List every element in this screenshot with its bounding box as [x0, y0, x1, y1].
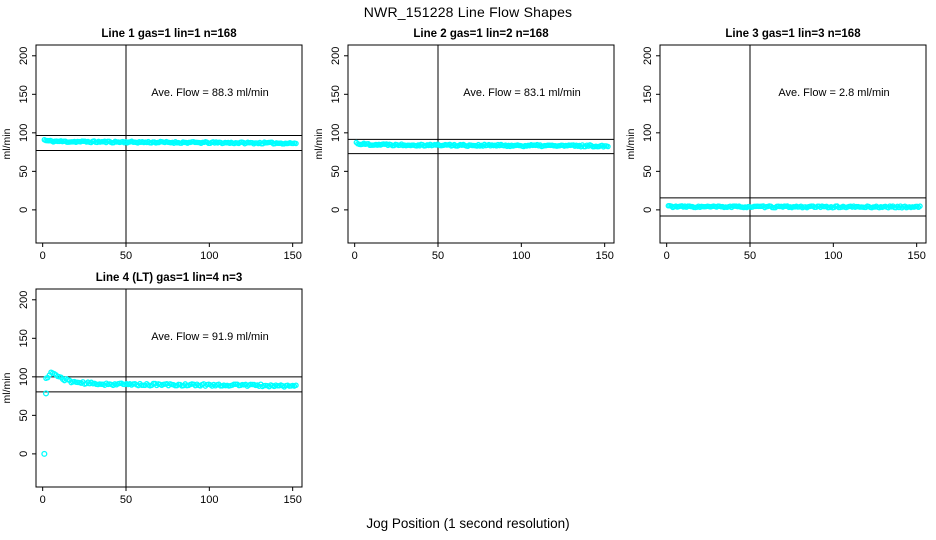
- chart-cell-line-1: Line 1 gas=1 lin=1 n=168 0 50 100 150 0 50 100 1…: [0, 24, 312, 268]
- chart-cell-line-3: Line 3 gas=1 lin=3 n=168 0 50 100 150 0 50 100 1…: [624, 24, 936, 268]
- scatter-points: [353, 139, 611, 150]
- scatter-points: [41, 369, 299, 457]
- y-axis-unit-label: ml/min: [625, 128, 637, 159]
- average-flow-annotation: Ave. Flow = 2.8 ml/min: [778, 87, 889, 99]
- x-tick-label: 50: [120, 494, 132, 506]
- y-tick-label: 50: [18, 165, 30, 177]
- x-tick-label: 100: [512, 250, 530, 262]
- outlier-point: [42, 390, 50, 397]
- average-flow-annotation: Ave. Flow = 91.9 ml/min: [151, 331, 268, 343]
- y-axis-unit-label: ml/min: [313, 128, 325, 159]
- plot-box: [35, 44, 303, 244]
- y-tick-label: 200: [642, 47, 654, 65]
- y-tick-label: 50: [330, 165, 342, 177]
- y-tick-label: 100: [18, 124, 30, 142]
- y-axis-unit-label: ml/min: [1, 128, 13, 159]
- average-flow-annotation: Ave. Flow = 83.1 ml/min: [463, 87, 580, 99]
- y-tick-label: 200: [18, 47, 30, 65]
- y-tick-label: 100: [18, 368, 30, 386]
- x-tick-label: 100: [200, 250, 218, 262]
- y-tick-label: 150: [642, 85, 654, 103]
- subplot-grid: Line 1 gas=1 lin=1 n=168 0 50 100 150 0 50 100 1…: [0, 24, 936, 512]
- subplot-title: Line 4 (LT) gas=1 lin=4 n=3: [96, 272, 242, 284]
- data-point: [917, 203, 923, 209]
- outlier-point: [41, 450, 48, 457]
- figure-title: NWR_151228 Line Flow Shapes: [363, 4, 573, 20]
- y-tick-label: 50: [18, 409, 30, 421]
- y-tick-label: 100: [642, 124, 654, 142]
- x-tick-label: 150: [283, 250, 301, 262]
- subplot-line-4: Line 4 (LT) gas=1 lin=4 n=3 0 50 100 150 0 50 1…: [1, 272, 303, 506]
- subplot-title: Line 2 gas=1 lin=2 n=168: [413, 28, 549, 40]
- x-tick-label: 100: [200, 494, 218, 506]
- y-tick-label: 150: [18, 85, 30, 103]
- plot-box: [347, 44, 615, 244]
- x-tick-label: 50: [432, 250, 444, 262]
- y-tick-label: 100: [330, 124, 342, 142]
- subplot-title: Line 1 gas=1 lin=1 n=168: [101, 28, 237, 40]
- x-tick-label: 0: [352, 250, 358, 262]
- x-tick-label: 150: [907, 250, 925, 262]
- x-tick-label: 150: [595, 250, 613, 262]
- x-tick-label: 50: [120, 250, 132, 262]
- y-tick-label: 200: [18, 291, 30, 309]
- x-tick-label: 100: [824, 250, 842, 262]
- plot-box: [659, 44, 927, 244]
- scatter-points: [41, 136, 299, 147]
- x-tick-label: 0: [664, 250, 670, 262]
- x-tick-label: 0: [40, 494, 46, 506]
- subplot-line-3: Line 3 gas=1 lin=3 n=168 0 50 100 150 0 50 100 1…: [625, 28, 927, 262]
- y-axis-unit-label: ml/min: [1, 372, 13, 403]
- subplot-title: Line 3 gas=1 lin=3 n=168: [725, 28, 861, 40]
- shared-x-axis-label: Jog Position (1 second resolution): [366, 516, 570, 531]
- y-tick-label: 150: [18, 329, 30, 347]
- data-point: [293, 140, 299, 147]
- subplot-line-1: Line 1 gas=1 lin=1 n=168 0 50 100 150 0 50 100 1…: [1, 28, 303, 262]
- y-tick-label: 0: [18, 451, 30, 457]
- y-tick-label: 0: [642, 207, 654, 213]
- y-tick-label: 0: [330, 207, 342, 213]
- x-tick-label: 50: [744, 250, 756, 262]
- chart-cell-line-4: Line 4 (LT) gas=1 lin=4 n=3 0 50 100 150 0 50 1…: [0, 268, 312, 512]
- scatter-points: [665, 202, 923, 211]
- y-tick-label: 200: [330, 47, 342, 65]
- average-flow-annotation: Ave. Flow = 88.3 ml/min: [151, 87, 268, 99]
- y-tick-label: 50: [642, 165, 654, 177]
- plot-box: [35, 288, 303, 488]
- y-tick-label: 0: [18, 207, 30, 213]
- x-tick-label: 150: [283, 494, 301, 506]
- x-tick-label: 0: [40, 250, 46, 262]
- data-point: [605, 143, 611, 150]
- subplot-line-2: Line 2 gas=1 lin=2 n=168 0 50 100 150 0 50 100 1…: [313, 28, 615, 262]
- data-point: [293, 382, 299, 389]
- chart-cell-line-2: Line 2 gas=1 lin=2 n=168 0 50 100 150 0 50 100 1…: [312, 24, 624, 268]
- y-tick-label: 150: [330, 85, 342, 103]
